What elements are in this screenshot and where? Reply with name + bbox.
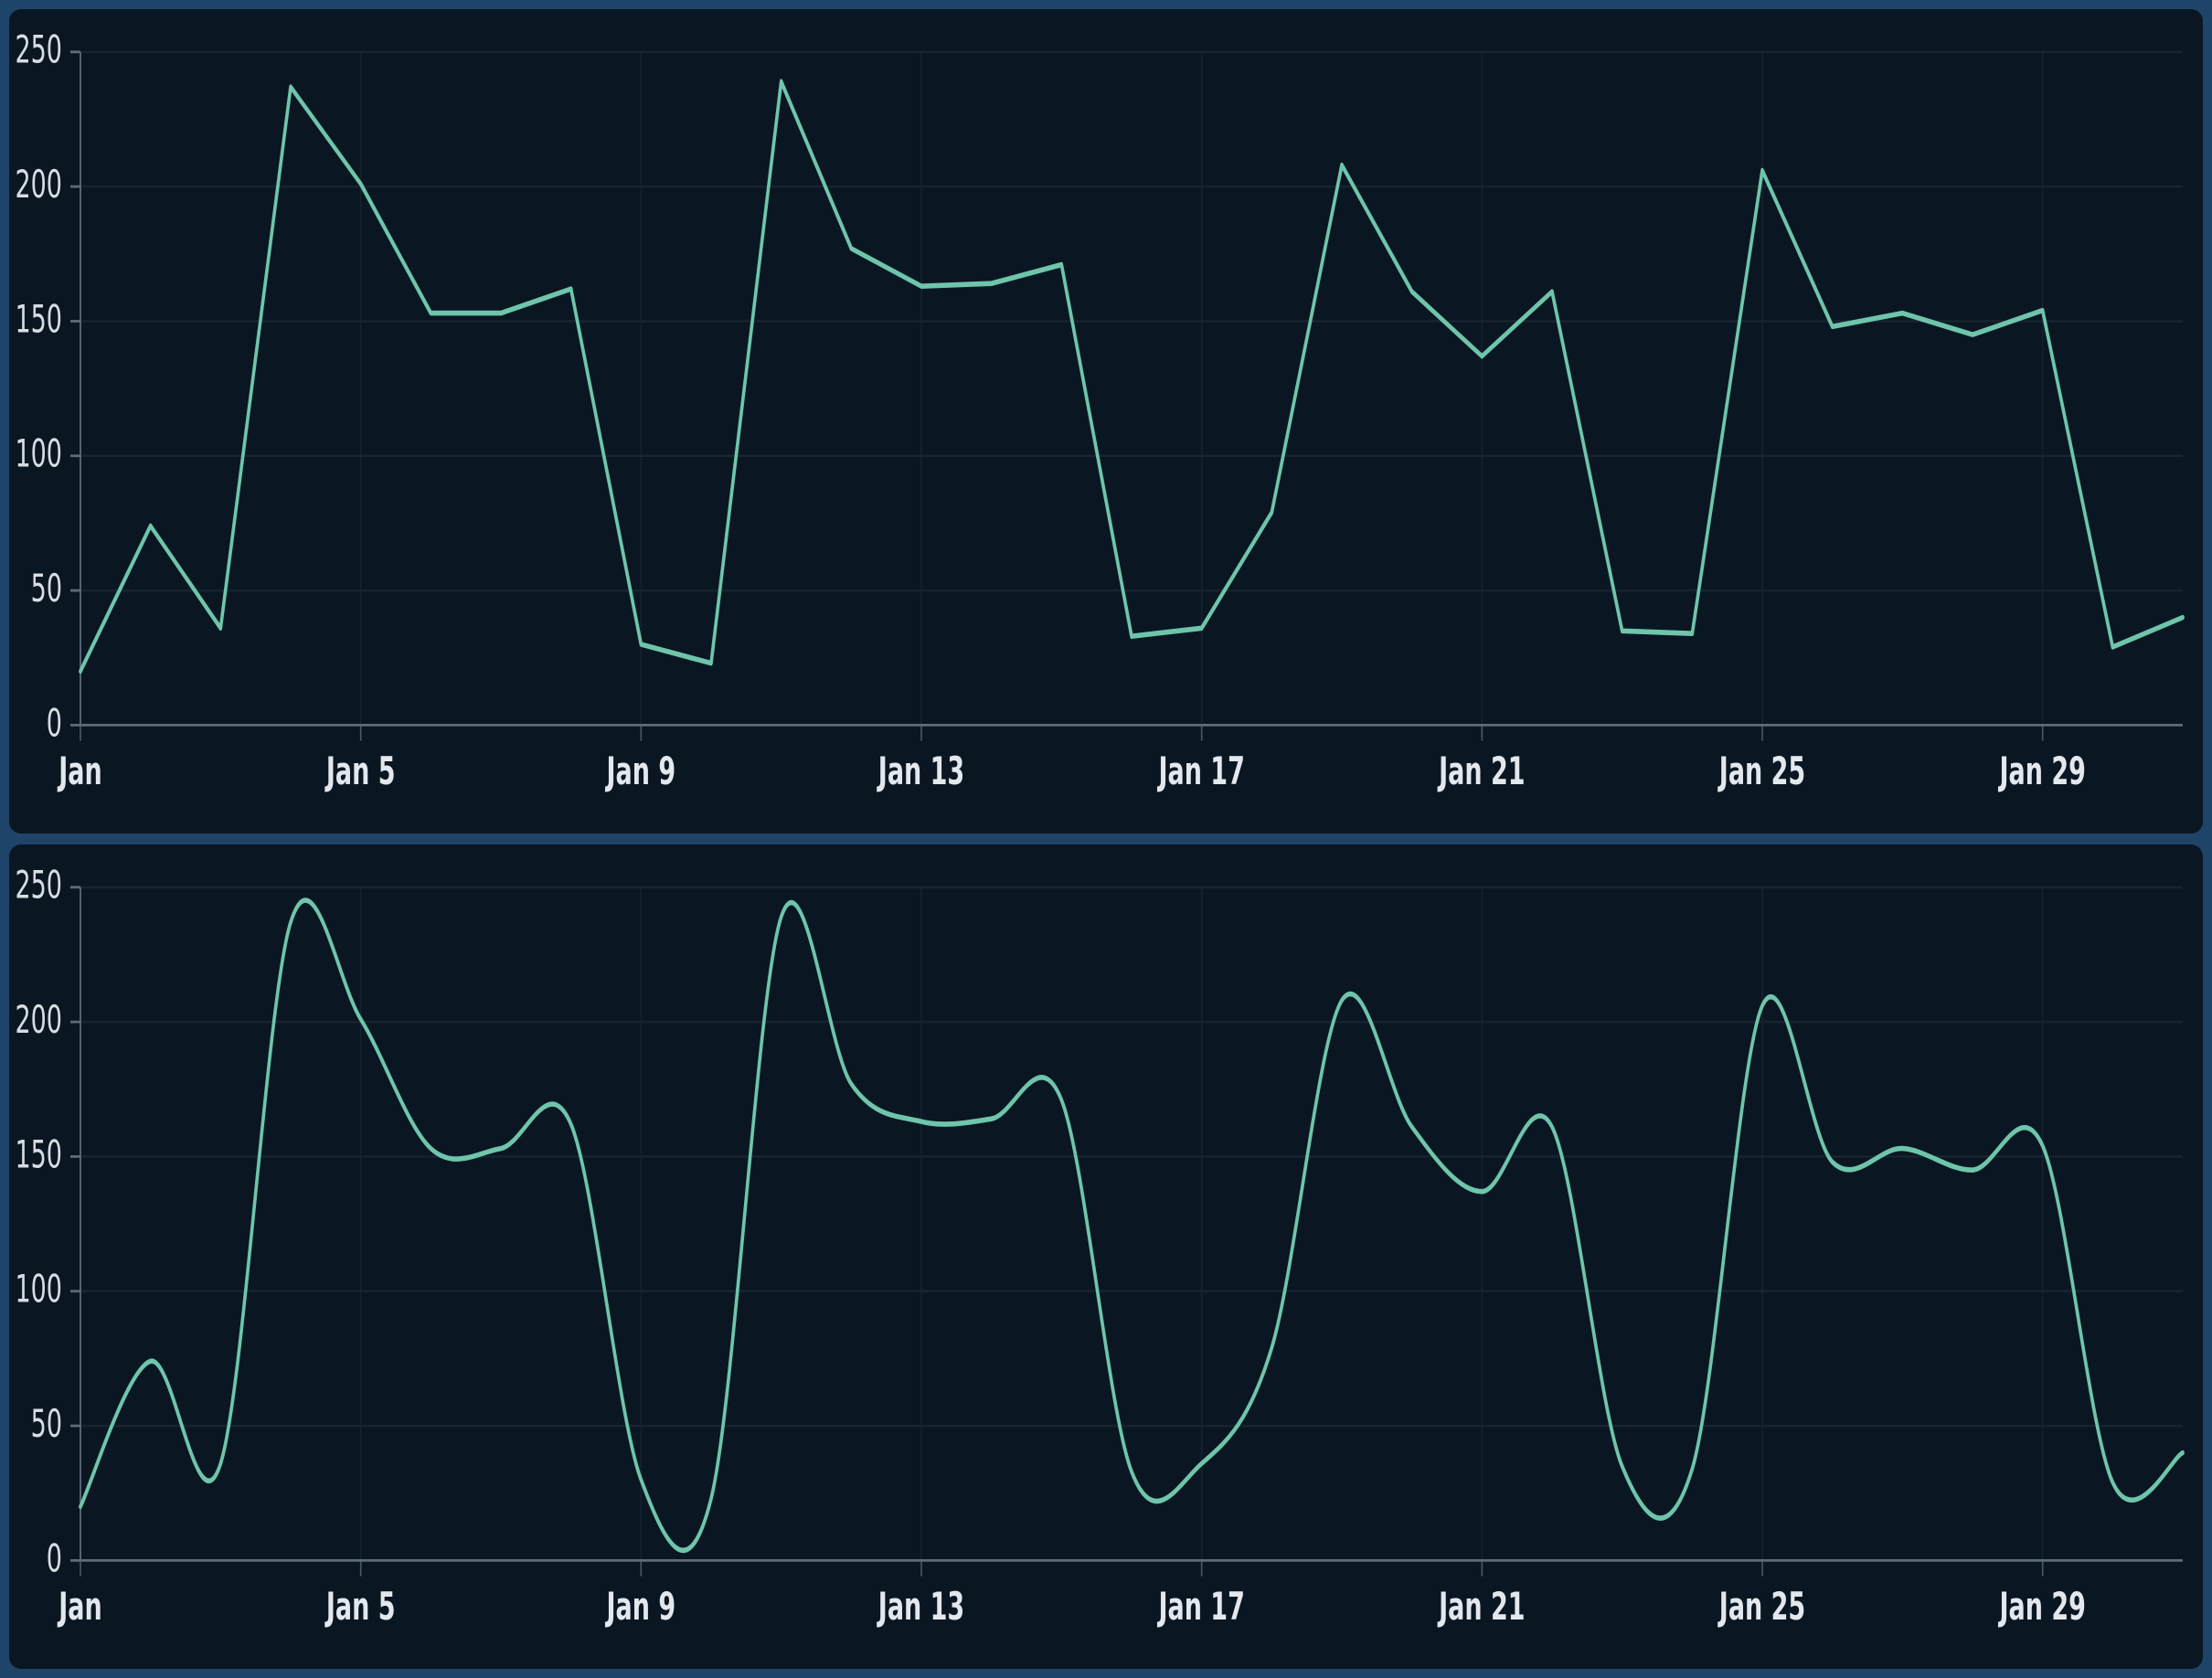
series-line[interactable] (79, 79, 2185, 674)
y-axis-tick-label: 150 (15, 297, 62, 342)
chart-panel-bottom: 0 50 100 150 200 250 Jan Jan 5 Jan 9 Jan 13 Jan 17… (9, 844, 2203, 1669)
chart-panel-top: 0 50 100 150 200 250 Jan Jan 5 Jan 9 Jan 13 Jan 17… (9, 9, 2203, 834)
y-axis-tick-label: 0 (47, 1536, 62, 1581)
x-axis-tick-label: Jan 13 (877, 749, 964, 794)
y-axis-tick-label: 200 (15, 998, 62, 1043)
x-axis-tick-label: Jan 29 (1998, 1585, 2086, 1630)
x-axis-tick-label: Jan 21 (1438, 1585, 1526, 1630)
y-axis-tick-label: 250 (15, 28, 62, 73)
y-axis-tick-label: 200 (15, 163, 62, 207)
x-axis-tick-label: Jan 25 (1717, 1585, 1805, 1630)
y-axis-tick-label: 50 (31, 1402, 62, 1447)
line-chart-linear[interactable]: 0 50 100 150 200 250 Jan Jan 5 Jan 9 Jan 13 Jan 17… (9, 9, 2203, 834)
line-chart-smooth[interactable]: 0 50 100 150 200 250 Jan Jan 5 Jan 9 Jan 13 Jan 17… (9, 844, 2203, 1669)
x-axis-tick-label: Jan (58, 749, 102, 794)
y-axis-tick-label: 250 (15, 864, 62, 908)
y-axis-tick-label: 50 (31, 567, 62, 611)
y-axis-tick-label: 100 (15, 432, 62, 477)
y-axis-tick-label: 0 (47, 701, 62, 746)
x-axis-tick-label: Jan 17 (1157, 749, 1245, 794)
x-axis-tick-label: Jan 9 (605, 1585, 675, 1630)
x-axis-tick-label: Jan 21 (1438, 749, 1526, 794)
x-axis-tick-label: Jan 5 (324, 749, 395, 794)
x-axis-tick-label: Jan (58, 1585, 102, 1630)
series-line[interactable] (79, 897, 2185, 1554)
x-axis-tick-label: Jan 5 (324, 1585, 395, 1630)
y-axis-tick-label: 100 (15, 1268, 62, 1312)
x-axis-tick-label: Jan 13 (877, 1585, 964, 1630)
x-axis-tick-label: Jan 17 (1157, 1585, 1245, 1630)
x-axis-tick-label: Jan 25 (1717, 749, 1805, 794)
y-axis-tick-label: 150 (15, 1132, 62, 1177)
x-axis-tick-label: Jan 29 (1998, 749, 2086, 794)
x-axis-tick-label: Jan 9 (605, 749, 675, 794)
